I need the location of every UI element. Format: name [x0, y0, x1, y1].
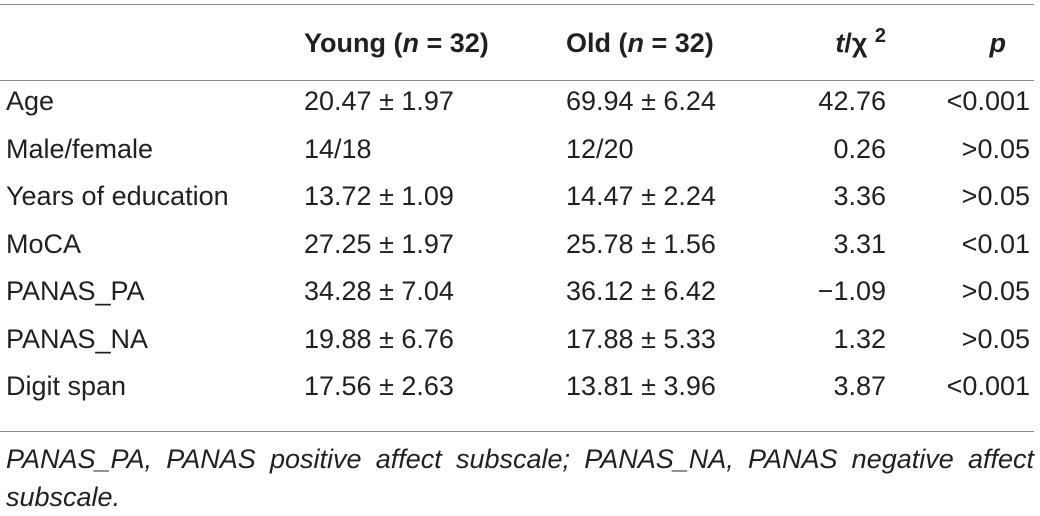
old-value: 14.47 ± 2.24	[566, 181, 716, 212]
p-value: >0.05	[961, 323, 1030, 354]
young-value: 19.88 ± 6.76	[304, 323, 454, 354]
young-value: 13.72 ± 1.09	[304, 181, 454, 212]
old-value: 36.12 ± 6.42	[566, 276, 716, 307]
statistic-value: 42.76	[818, 86, 886, 117]
row-label: PANAS_NA	[6, 323, 149, 354]
p-value: <0.001	[946, 371, 1030, 402]
table-row: Years of education 13.72 ± 1.09 14.47 ± 2.…	[0, 173, 1034, 221]
row-label: PANAS_PA	[6, 276, 145, 307]
table-row: Digit span 17.56 ± 2.63 13.81 ± 3.96 3.87 <0…	[0, 363, 1034, 411]
old-value: 17.88 ± 5.33	[566, 323, 716, 354]
table-row: MoCA 27.25 ± 1.97 25.78 ± 1.56 3.31 <0.01	[0, 221, 1034, 269]
row-label: MoCA	[6, 228, 82, 259]
old-value: 12/20	[566, 133, 634, 164]
bottom-rule	[0, 431, 1034, 432]
table-row: Male/female 14/18 12/20 0.26 >0.05	[0, 126, 1034, 174]
statistic-value: 1.32	[833, 323, 886, 354]
p-value: <0.001	[946, 86, 1030, 117]
table-header-row: Young (n = 32) Old (n = 32) t/χ 2 p	[0, 12, 1034, 74]
header-old: Old (n = 32)	[566, 27, 714, 58]
young-value: 17.56 ± 2.63	[304, 371, 454, 402]
p-value: >0.05	[961, 133, 1030, 164]
row-label: Male/female	[6, 133, 154, 164]
table-footnote: PANAS_PA, PANAS positive affect subscale…	[6, 444, 1034, 512]
statistic-value: 3.87	[833, 371, 886, 402]
statistic-value: 3.36	[833, 181, 886, 212]
row-label: Digit span	[6, 371, 127, 402]
old-value: 25.78 ± 1.56	[566, 228, 716, 259]
table-body: Age 20.47 ± 1.97 69.94 ± 6.24 42.76 <0.001 Ma…	[0, 74, 1034, 411]
young-value: 34.28 ± 7.04	[304, 276, 454, 307]
statistic-value: 0.26	[833, 133, 886, 164]
header-label	[0, 12, 304, 74]
row-label: Age	[6, 86, 55, 117]
table-row: PANAS_PA 34.28 ± 7.04 36.12 ± 6.42 −1.09 >0.…	[0, 268, 1034, 316]
p-value: >0.05	[961, 181, 1030, 212]
header-young: Young (n = 32)	[304, 27, 489, 58]
table-row: PANAS_NA 19.88 ± 6.76 17.88 ± 5.33 1.32 >0.0…	[0, 316, 1034, 364]
old-value: 13.81 ± 3.96	[566, 371, 716, 402]
header-rule	[0, 80, 1034, 81]
old-value: 69.94 ± 6.24	[566, 86, 716, 117]
demographics-table: Young (n = 32) Old (n = 32) t/χ 2 p Age 2…	[0, 12, 1034, 411]
top-rule	[0, 4, 1034, 5]
header-p: p	[989, 27, 1007, 58]
row-label: Years of education	[6, 181, 229, 212]
p-value: >0.05	[961, 276, 1030, 307]
young-value: 27.25 ± 1.97	[304, 228, 454, 259]
young-value: 14/18	[304, 133, 372, 164]
young-value: 20.47 ± 1.97	[304, 86, 454, 117]
p-value: <0.01	[961, 228, 1030, 259]
statistic-value: −1.09	[817, 276, 886, 307]
header-statistic: t/χ 2	[835, 24, 886, 58]
table-row: Age 20.47 ± 1.97 69.94 ± 6.24 42.76 <0.001	[0, 74, 1034, 126]
statistic-value: 3.31	[833, 228, 886, 259]
